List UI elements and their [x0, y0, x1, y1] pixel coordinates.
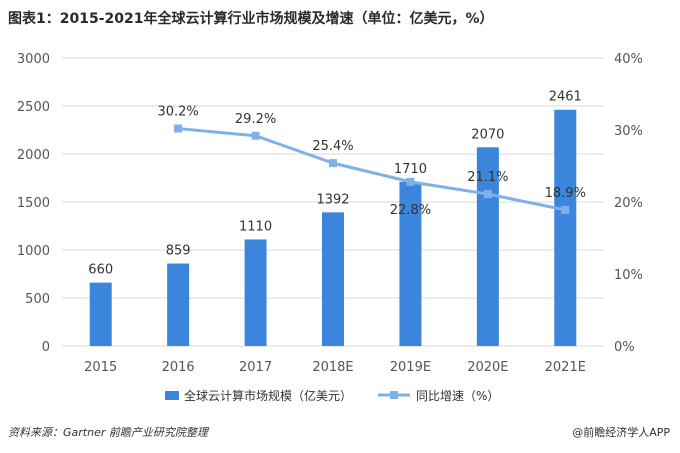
- bar-value-label: 1110: [239, 219, 272, 234]
- x-tick-label: 2018E: [312, 360, 353, 375]
- y-left-tick-label: 3000: [17, 52, 50, 67]
- x-tick-label: 2017: [239, 360, 272, 375]
- growth-value-label: 25.4%: [312, 139, 353, 154]
- x-tick-label: 2016: [162, 360, 195, 375]
- x-axis: 2015 2016 2017 2018E 2019E 2020E 2021E: [84, 360, 586, 375]
- bar-value-label: 1710: [394, 162, 427, 177]
- growth-point: [174, 124, 183, 133]
- growth-line: [174, 124, 570, 214]
- bar-value-label: 660: [88, 263, 113, 278]
- bar-value-label: 859: [166, 244, 191, 259]
- growth-point: [329, 159, 337, 168]
- y-right-tick-label: 20%: [614, 196, 643, 211]
- y-left-tick-label: 2000: [17, 148, 50, 163]
- y-right-tick-label: 30%: [614, 124, 643, 139]
- source-note: 资料来源：Gartner 前瞻产业研究院整理: [8, 426, 208, 439]
- y-axis-right: 0% 10% 20% 30% 40%: [614, 52, 643, 355]
- bars: [89, 109, 577, 346]
- bar-value-label: 2070: [471, 127, 504, 142]
- growth-value-label: 30.2%: [157, 105, 198, 120]
- bar: [167, 263, 190, 346]
- growth-point: [483, 190, 492, 199]
- legend: 全球云计算市场规模（亿美元） 同比增速（%）: [165, 388, 499, 403]
- bar: [89, 282, 112, 346]
- growth-value-label: 22.8%: [390, 203, 431, 218]
- growth-value-label: 29.2%: [235, 112, 276, 127]
- y-left-tick-label: 2500: [17, 100, 50, 115]
- bar: [322, 212, 344, 346]
- chart-title: 图表1：2015-2021年全球云计算行业市场规模及增速（单位：亿美元，%）: [8, 11, 494, 27]
- bar-value-label: 1392: [316, 192, 349, 207]
- legend-bar-swatch: [165, 391, 179, 400]
- legend-line-label: 同比增速（%）: [416, 389, 499, 403]
- legend-bar-label: 全球云计算市场规模（亿美元）: [184, 388, 352, 403]
- x-tick-label: 2020E: [467, 360, 508, 375]
- bar-labels: 660 859 1110 1392 1710 2070 2461: [88, 90, 582, 278]
- y-axis-left: 0 500 1000 1500 2000 2500 3000: [17, 52, 50, 355]
- bar-value-label: 2461: [549, 90, 582, 105]
- growth-value-label: 18.9%: [545, 186, 586, 201]
- bar: [244, 239, 267, 346]
- x-tick-label: 2015: [84, 360, 117, 375]
- growth-point: [406, 177, 415, 186]
- y-right-tick-label: 10%: [614, 268, 643, 283]
- bar: [399, 181, 422, 346]
- y-left-tick-label: 1500: [17, 196, 50, 211]
- growth-labels: 30.2% 29.2% 25.4% 22.8% 21.1% 18.9%: [157, 105, 585, 218]
- y-left-tick-label: 1000: [17, 244, 50, 259]
- growth-value-label: 21.1%: [467, 170, 508, 185]
- y-left-tick-label: 500: [25, 292, 50, 307]
- bar: [476, 147, 499, 346]
- x-tick-label: 2021E: [545, 360, 586, 375]
- y-right-tick-label: 0%: [614, 340, 635, 355]
- bar: [554, 109, 577, 346]
- y-left-tick-label: 0: [42, 340, 50, 355]
- x-tick-label: 2019E: [390, 360, 431, 375]
- growth-point: [561, 205, 570, 214]
- credit-note: @前瞻经济学人APP: [572, 426, 670, 439]
- growth-point: [251, 131, 260, 140]
- legend-line-marker: [390, 391, 398, 399]
- growth-line-path: [178, 127, 566, 212]
- y-right-tick-label: 40%: [614, 52, 643, 67]
